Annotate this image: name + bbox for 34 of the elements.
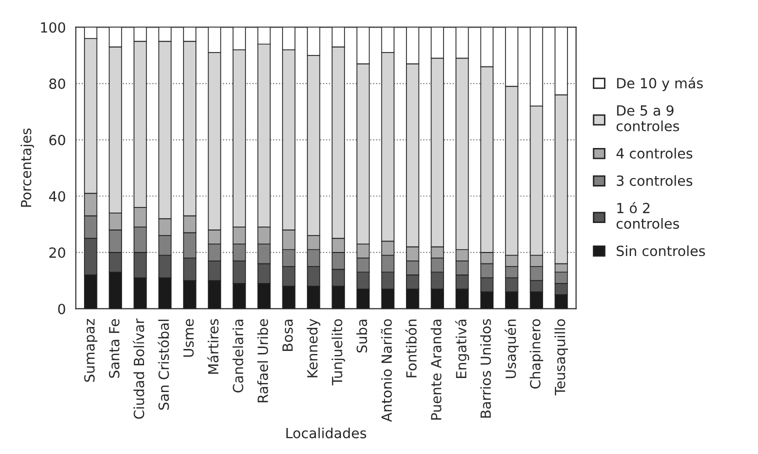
y-tick-label: 20: [49, 247, 66, 258]
x-tick-label: Chapinero: [530, 319, 544, 389]
x-tick-label: Suba: [356, 320, 368, 352]
x-tick-label: Kennedy: [306, 318, 320, 378]
legend-label: De 10 y más: [617, 77, 703, 92]
y-tick-label: 80: [49, 78, 66, 90]
legend-label: De 5 a 9 controles: [616, 105, 680, 132]
legend-label: 4 controles: [616, 148, 692, 159]
y-tick-label: 40: [49, 191, 66, 202]
x-tick-label: Rafael Uribe: [257, 319, 268, 402]
x-tick-label: San Cristóbal: [158, 320, 169, 410]
x-tick-label: Candelaria: [232, 320, 244, 392]
x-tick-label: Sumapaz: [84, 319, 98, 382]
y-tick-label: 60: [49, 134, 66, 146]
y-tick-label: 0: [58, 304, 66, 314]
x-tick-label: Usme: [183, 319, 194, 357]
legend-label: Sin controles: [616, 245, 705, 256]
legend-label: 3 controles: [616, 175, 692, 186]
x-tick-label: Santa Fe: [108, 319, 120, 378]
x-tick-label: Bosa: [282, 320, 293, 351]
x-tick-label: Barrios Unidos: [480, 319, 491, 418]
x-tick-label: Engativá: [455, 320, 470, 378]
x-tick-label: Ciudad Bolívar: [132, 318, 144, 419]
x-tick-label: Usaquén: [504, 320, 519, 378]
x-tick-label: Fontibón: [405, 320, 417, 378]
x-axis-title: Localidades: [286, 428, 366, 438]
legend-label: 1 ó 2 controles: [616, 202, 680, 229]
x-tick-label: Tunjuelito: [332, 319, 346, 386]
x-tick-label: Puente Aranda: [430, 320, 442, 420]
y-axis-title: Porcentajes: [20, 128, 34, 207]
x-tick-label: Antonio Nariño: [380, 319, 392, 422]
y-tick-label: 100: [41, 22, 66, 33]
x-tick-label: Teusaquillo: [554, 319, 568, 396]
x-tick-label: Mártires: [207, 319, 219, 374]
